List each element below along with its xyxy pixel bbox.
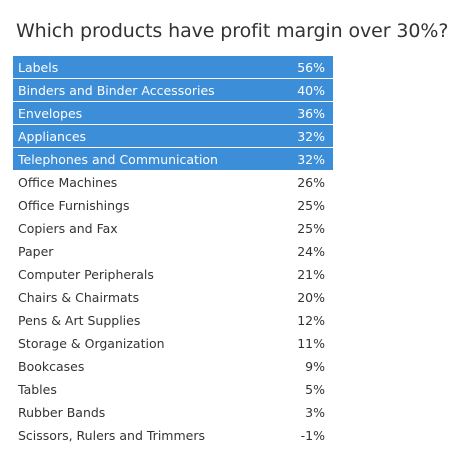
row-category-label: Pens & Art Supplies [18, 313, 141, 328]
chart-title: Which products have profit margin over 3… [16, 20, 449, 42]
row-margin-value: 11% [297, 336, 325, 351]
margin-table: Labels 56% Binders and Binder Accessories 4… [13, 56, 333, 447]
row-margin-value: 12% [297, 313, 325, 328]
row-margin-value: 5% [305, 382, 325, 397]
table-row: Labels 56% [13, 56, 333, 79]
row-margin-value: 32% [297, 129, 325, 144]
row-category-label: Telephones and Communication [18, 152, 218, 167]
row-margin-value: 21% [297, 267, 325, 282]
table-row: Pens & Art Supplies 12% [13, 309, 333, 332]
row-category-label: Labels [18, 60, 59, 75]
row-category-label: Appliances [18, 129, 87, 144]
row-margin-value: 32% [297, 152, 325, 167]
row-category-label: Rubber Bands [18, 405, 106, 420]
row-margin-value: 24% [297, 244, 325, 259]
table-row: Tables 5% [13, 378, 333, 401]
table-row: Bookcases 9% [13, 355, 333, 378]
table-row: Office Furnishings 25% [13, 194, 333, 217]
row-margin-value: 40% [297, 83, 325, 98]
row-margin-value: 36% [297, 106, 325, 121]
row-category-label: Copiers and Fax [18, 221, 118, 236]
row-category-label: Storage & Organization [18, 336, 165, 351]
table-row: Scissors, Rulers and Trimmers -1% [13, 424, 333, 447]
table-row: Rubber Bands 3% [13, 401, 333, 424]
table-row: Storage & Organization 11% [13, 332, 333, 355]
row-category-label: Computer Peripherals [18, 267, 154, 282]
row-margin-value: -1% [300, 428, 325, 443]
row-margin-value: 25% [297, 198, 325, 213]
table-row: Telephones and Communication 32% [13, 148, 333, 171]
row-category-label: Binders and Binder Accessories [18, 83, 215, 98]
row-category-label: Envelopes [18, 106, 83, 121]
row-margin-value: 26% [297, 175, 325, 190]
table-row: Copiers and Fax 25% [13, 217, 333, 240]
table-row: Office Machines 26% [13, 171, 333, 194]
table-row: Chairs & Chairmats 20% [13, 286, 333, 309]
row-category-label: Office Machines [18, 175, 118, 190]
row-margin-value: 56% [297, 60, 325, 75]
row-margin-value: 25% [297, 221, 325, 236]
row-category-label: Chairs & Chairmats [18, 290, 140, 305]
table-row: Computer Peripherals 21% [13, 263, 333, 286]
row-category-label: Scissors, Rulers and Trimmers [18, 428, 205, 443]
row-margin-value: 9% [305, 359, 325, 374]
row-margin-value: 20% [297, 290, 325, 305]
row-category-label: Tables [18, 382, 57, 397]
row-category-label: Paper [18, 244, 54, 259]
table-row: Paper 24% [13, 240, 333, 263]
table-row: Appliances 32% [13, 125, 333, 148]
row-margin-value: 3% [305, 405, 325, 420]
table-row: Binders and Binder Accessories 40% [13, 79, 333, 102]
row-category-label: Office Furnishings [18, 198, 130, 213]
row-category-label: Bookcases [18, 359, 85, 374]
table-row: Envelopes 36% [13, 102, 333, 125]
